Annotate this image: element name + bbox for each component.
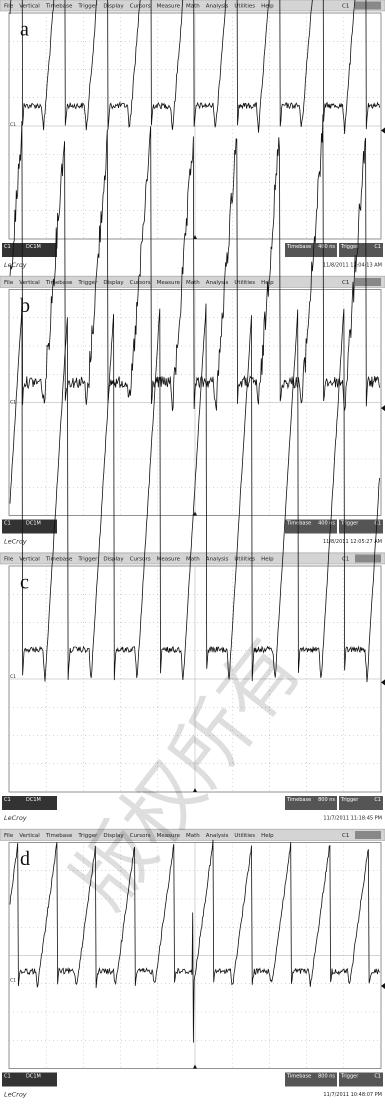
- coupling: DC1M: [26, 521, 41, 527]
- menu-channel: C1: [342, 4, 349, 10]
- menu-item[interactable]: Vertical: [19, 833, 40, 839]
- menu-item[interactable]: Timebase: [45, 4, 73, 10]
- timebase-value: 400 ns: [318, 521, 335, 527]
- trigger-label: Trigger: [340, 1074, 359, 1080]
- menu-item[interactable]: Display: [103, 280, 124, 286]
- brand: LeCroy: [4, 261, 27, 269]
- trigger-arrow: [381, 128, 385, 134]
- menu-item[interactable]: Math: [186, 557, 200, 563]
- menu-item[interactable]: Cursors: [130, 4, 151, 10]
- menu-item[interactable]: Help: [261, 833, 274, 839]
- channel-name: C1: [4, 797, 11, 803]
- trigger-value: C1: [374, 521, 381, 527]
- menu-item[interactable]: Utilities: [234, 833, 255, 839]
- menu-item[interactable]: Help: [261, 557, 274, 563]
- menu-channel: C1: [342, 557, 349, 563]
- menu-item[interactable]: Measure: [157, 4, 181, 10]
- trigger-arrow: [381, 405, 385, 411]
- menu-item[interactable]: Display: [103, 4, 124, 10]
- trigger-value: C1: [374, 797, 381, 803]
- channel-marker: C1: [10, 122, 16, 128]
- menu-item[interactable]: Math: [186, 4, 200, 10]
- trigger-label: Trigger: [340, 797, 359, 803]
- timestamp: 11/7/2011 10:48:07 PM: [323, 1092, 382, 1098]
- brand: LeCroy: [4, 814, 27, 822]
- menu-item[interactable]: File: [4, 280, 14, 286]
- panel-label: a: [20, 19, 29, 41]
- menu-item[interactable]: Timebase: [45, 833, 73, 839]
- menu-button[interactable]: [355, 2, 381, 10]
- menu-item[interactable]: Analysis: [206, 280, 229, 286]
- menu-item[interactable]: Trigger: [77, 557, 98, 563]
- menu-button[interactable]: [355, 555, 381, 563]
- trigger-arrow: [381, 983, 385, 989]
- trigger-label: Trigger: [340, 244, 359, 250]
- menu-item[interactable]: Help: [261, 4, 274, 10]
- menu-channel: C1: [342, 833, 349, 839]
- menu-item[interactable]: Trigger: [77, 280, 98, 286]
- menu-item[interactable]: Analysis: [206, 557, 229, 563]
- menu-button[interactable]: [355, 831, 381, 839]
- menu-item[interactable]: Measure: [157, 280, 181, 286]
- channel-marker: C1: [10, 674, 16, 680]
- panel-label: c: [20, 572, 29, 594]
- trigger-value: C1: [374, 244, 381, 250]
- menu-item[interactable]: File: [4, 4, 14, 10]
- brand: LeCroy: [4, 1091, 27, 1099]
- menu-item[interactable]: Analysis: [206, 833, 229, 839]
- timebase-value: 800 ns: [318, 797, 335, 803]
- menu-item[interactable]: Cursors: [130, 557, 151, 563]
- timebase-label: Timebase: [286, 1074, 311, 1080]
- brand: LeCroy: [4, 538, 27, 546]
- timebase-label: Timebase: [286, 521, 311, 527]
- coupling: DC1M: [26, 244, 41, 250]
- timebase-value: 400 ns: [318, 244, 335, 250]
- menu-button[interactable]: [355, 278, 381, 286]
- trigger-arrow: [381, 679, 385, 685]
- menu-item[interactable]: File: [4, 833, 14, 839]
- coupling: DC1M: [26, 1074, 41, 1080]
- timebase-value: 800 ns: [318, 1074, 335, 1080]
- channel-marker: C1: [10, 400, 16, 406]
- channel-name: C1: [4, 1074, 11, 1080]
- timebase-label: Timebase: [286, 244, 311, 250]
- menu-item[interactable]: Cursors: [130, 280, 151, 286]
- channel-name: C1: [4, 244, 11, 250]
- channel-marker: C1: [10, 978, 16, 984]
- trigger-label: Trigger: [340, 521, 359, 527]
- menu-item[interactable]: File: [4, 557, 14, 563]
- channel-name: C1: [4, 521, 11, 527]
- figure: File Vertical Timebase Trigger Display Cursor…: [0, 0, 385, 1106]
- menu-item[interactable]: Math: [186, 280, 200, 286]
- coupling: DC1M: [26, 797, 41, 803]
- menu-item[interactable]: Timebase: [45, 557, 73, 563]
- timebase-label: Timebase: [286, 797, 311, 803]
- trigger-value: C1: [374, 1074, 381, 1080]
- menu-channel: C1: [342, 280, 349, 286]
- menu-item[interactable]: Timebase: [45, 280, 73, 286]
- menu-item[interactable]: Trigger: [77, 4, 98, 10]
- timestamp: 11/8/2011 12:04:13 AM: [323, 263, 382, 269]
- timestamp: 11/8/2011 12:05:27 AM: [323, 539, 382, 545]
- timestamp: 11/7/2011 11:18:45 PM: [323, 816, 382, 822]
- panel-label: d: [20, 848, 30, 870]
